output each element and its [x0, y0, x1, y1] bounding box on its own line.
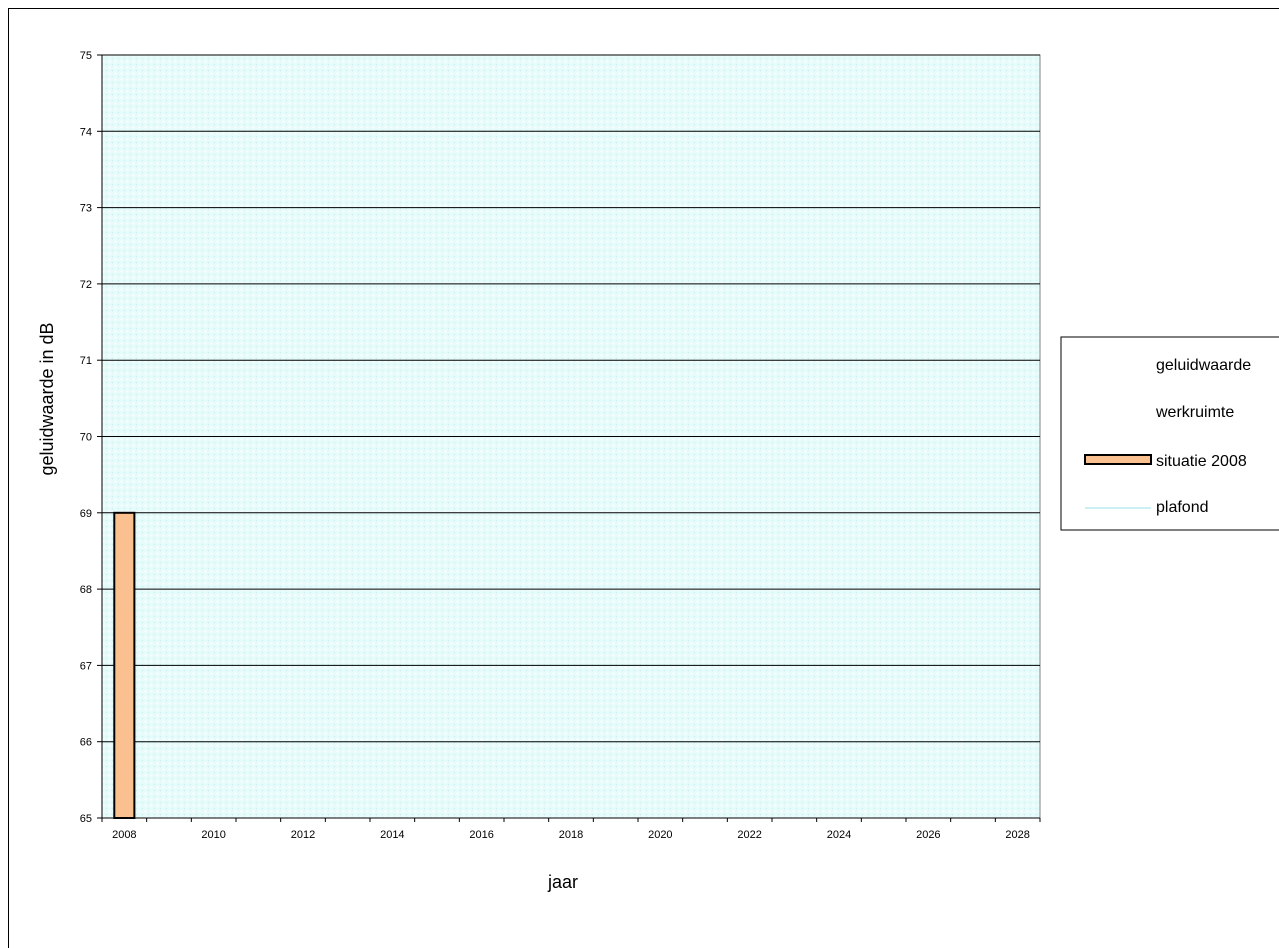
legend-box	[1060, 336, 1279, 531]
y-axis-title: geluidwaarde in dB	[37, 322, 57, 475]
x-tick-label-2022: 2022	[737, 829, 761, 841]
x-tick-label-2026: 2026	[916, 829, 940, 841]
y-tick-label-72: 72	[80, 279, 92, 291]
legend-label-werkruimte: werkruimte	[1155, 404, 1234, 421]
x-tick-label-2014: 2014	[380, 829, 404, 841]
legend-label-geluidwaarde: geluidwaarde	[1156, 357, 1251, 374]
y-tick-label-73: 73	[80, 203, 92, 215]
y-ticks: 65 66 67 68 69 70 71 72 73 74 75	[80, 50, 102, 825]
x-tick-label-2018: 2018	[559, 829, 583, 841]
legend-label-plafond: plafond	[1156, 499, 1209, 516]
x-tick-label-2028: 2028	[1005, 829, 1029, 841]
x-tick-label-2012: 2012	[291, 829, 315, 841]
x-tick-label-2008: 2008	[112, 829, 136, 841]
y-tick-label-66: 66	[80, 737, 92, 749]
gridlines	[102, 54, 1040, 743]
legend: geluidwaarde werkruimte situatie 2008 pl…	[1060, 336, 1279, 531]
x-tick-label-2016: 2016	[469, 829, 493, 841]
x-axis-title: jaar	[547, 872, 578, 892]
bars	[113, 511, 136, 819]
y-tick-label-74: 74	[80, 126, 92, 138]
bar-2008	[113, 511, 136, 819]
y-tick-label-68: 68	[80, 584, 92, 596]
legend-label-situatie-2008: situatie 2008	[1156, 453, 1247, 470]
x-tick-label-2020: 2020	[648, 829, 672, 841]
y-tick-label-75: 75	[80, 50, 92, 62]
x-tick-label-2024: 2024	[827, 829, 851, 841]
y-tick-label-69: 69	[80, 508, 92, 520]
x-tick-label-2010: 2010	[201, 829, 225, 841]
chart-frame	[8, 8, 1279, 948]
x-ticks: 2008 2010 2012 2014 2016 2018 2020 2022 2024 2026…	[101, 818, 1041, 841]
y-tick-label-65: 65	[80, 813, 92, 825]
y-tick-label-67: 67	[80, 660, 92, 672]
legend-swatch-situatie-2008	[1084, 454, 1152, 465]
y-tick-label-71: 71	[80, 355, 92, 367]
y-tick-label-70: 70	[80, 432, 92, 444]
